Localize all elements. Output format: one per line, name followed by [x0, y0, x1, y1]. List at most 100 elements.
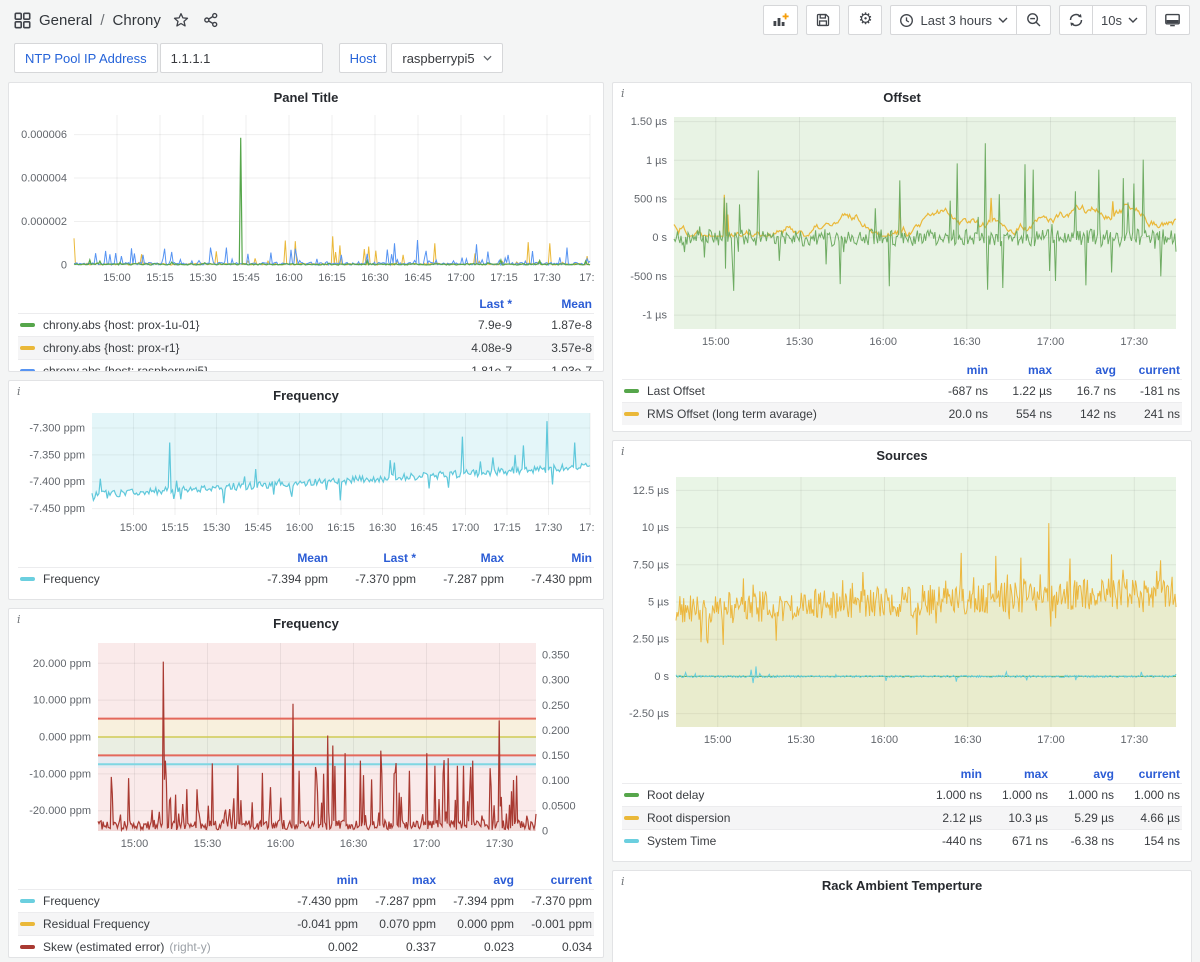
svg-text:15:00: 15:00	[103, 272, 131, 284]
svg-text:0 s: 0 s	[652, 232, 667, 244]
zoom-out-button[interactable]	[1017, 5, 1051, 35]
legend-row[interactable]: Last Offset-687 ns1.22 µs16.7 ns-181 ns	[622, 379, 1182, 402]
panel-title[interactable]: Sources	[622, 446, 1182, 467]
panel-info-icon[interactable]: i	[17, 613, 21, 626]
series-stat-value: 1.87e-8	[512, 318, 592, 332]
dashboards-grid-icon[interactable]	[14, 12, 31, 29]
time-range-picker[interactable]: Last 3 hours	[890, 5, 1017, 35]
series-stat-value: 0.337	[358, 940, 436, 954]
svg-text:16:30: 16:30	[361, 272, 389, 284]
share-icon[interactable]	[203, 12, 219, 28]
series-color-swatch	[20, 899, 35, 903]
legend-row[interactable]: Root delay1.000 ns1.000 ns1.000 ns1.000 …	[622, 783, 1182, 806]
svg-text:16:00: 16:00	[869, 336, 897, 348]
legend-row[interactable]: chrony.abs {host: prox-r1}4.08e-93.57e-8	[18, 336, 594, 359]
chevron-down-icon	[483, 55, 492, 61]
frequency-plot[interactable]: -7.300 ppm-7.350 ppm-7.400 ppm-7.450 ppm…	[18, 407, 594, 549]
series-stat-value: 3.57e-8	[512, 341, 592, 355]
legend-header: MeanLast *MaxMin	[18, 549, 594, 567]
add-panel-button[interactable]	[763, 5, 798, 35]
svg-text:1 µs: 1 µs	[646, 155, 668, 167]
star-icon[interactable]	[173, 12, 189, 28]
dashboard-settings-button[interactable]: ⚙	[848, 5, 882, 35]
series-stat-value: 1.000 ns	[1048, 788, 1114, 802]
panel-title[interactable]: Frequency	[18, 386, 594, 407]
panel-info-icon[interactable]: i	[17, 385, 21, 398]
panel-info-icon[interactable]: i	[621, 875, 625, 888]
legend-sort-last[interactable]: Last *	[432, 297, 512, 311]
series-label: Root dispersion	[647, 811, 730, 825]
legend-sort-current[interactable]: current	[1114, 767, 1180, 781]
legend-sort-mean[interactable]: Mean	[512, 297, 592, 311]
time-range-label: Last 3 hours	[920, 13, 992, 28]
svg-text:-7.450 ppm: -7.450 ppm	[29, 503, 85, 515]
legend-row[interactable]: chrony.abs {host: raspberrypi5}1.81e-71.…	[18, 359, 594, 372]
save-dashboard-button[interactable]	[806, 5, 840, 35]
sources-legend: minmaxavgcurrent Root delay1.000 ns1.000 …	[622, 765, 1182, 852]
refresh-button[interactable]	[1059, 5, 1093, 35]
series-stat-value: -7.370 ppm	[514, 894, 592, 908]
kiosk-mode-button[interactable]	[1155, 5, 1190, 35]
legend-sort-current[interactable]: current	[1116, 363, 1180, 377]
legend-sort-mean[interactable]: Mean	[240, 551, 328, 565]
panel-title[interactable]: Rack Ambient Temperture	[622, 876, 1182, 897]
legend-sort-max[interactable]: max	[988, 363, 1052, 377]
legend-row[interactable]: Frequency-7.394 ppm-7.370 ppm-7.287 ppm-…	[18, 567, 594, 590]
offset-plot[interactable]: 1.50 µs1 µs500 ns0 s-500 ns-1 µs15:0015:…	[622, 109, 1182, 361]
breadcrumb-page[interactable]: Chrony	[113, 12, 161, 29]
legend-sort-min[interactable]: min	[280, 873, 358, 887]
panel-title-plot[interactable]: 0.0000060.0000040.000002015:0015:1515:30…	[18, 109, 594, 295]
legend-sort-last[interactable]: Last *	[328, 551, 416, 565]
series-stat-value: 154 ns	[1114, 834, 1180, 848]
legend-row[interactable]: Frequency-7.430 ppm-7.287 ppm-7.394 ppm-…	[18, 889, 594, 912]
legend-sort-avg[interactable]: avg	[1048, 767, 1114, 781]
svg-text:15:15: 15:15	[146, 272, 174, 284]
legend-sort-min[interactable]: min	[924, 363, 988, 377]
series-label: Frequency	[43, 894, 100, 908]
svg-text:15:15: 15:15	[161, 522, 189, 534]
svg-text:17:00: 17:00	[413, 838, 441, 850]
panel-info-icon[interactable]: i	[621, 445, 625, 458]
svg-text:0.000006: 0.000006	[21, 129, 67, 141]
legend-row[interactable]: RMS Offset (long term avarage)20.0 ns554…	[622, 402, 1182, 425]
ntp-pool-variable-input[interactable]	[160, 43, 323, 73]
series-color-swatch	[624, 793, 639, 797]
refresh-interval-select[interactable]: 10s	[1093, 5, 1147, 35]
legend-row[interactable]: chrony.abs {host: prox-1u-01}7.9e-91.87e…	[18, 313, 594, 336]
svg-text:15:00: 15:00	[702, 336, 730, 348]
legend-row[interactable]: System Time-440 ns671 ns-6.38 ns154 ns	[622, 829, 1182, 852]
legend-sort-max[interactable]: max	[358, 873, 436, 887]
svg-text:0.000002: 0.000002	[21, 216, 67, 228]
series-stat-value: 4.66 µs	[1114, 811, 1180, 825]
legend-row[interactable]: Skew (estimated error)(right-y)0.0020.33…	[18, 935, 594, 958]
legend-sort-min[interactable]: Min	[504, 551, 592, 565]
legend-row[interactable]: Root dispersion2.12 µs10.3 µs5.29 µs4.66…	[622, 806, 1182, 829]
svg-text:15:30: 15:30	[786, 336, 814, 348]
series-stat-value: 10.3 µs	[982, 811, 1048, 825]
add-panel-icon	[772, 12, 789, 28]
frequency-detail-plot[interactable]: 20.000 ppm10.000 ppm0.000 ppm-10.000 ppm…	[18, 635, 594, 871]
legend-sort-avg[interactable]: avg	[1052, 363, 1116, 377]
series-stat-value: 0.070 ppm	[358, 917, 436, 931]
legend-sort-avg[interactable]: avg	[436, 873, 514, 887]
svg-text:16:00: 16:00	[267, 838, 295, 850]
legend-sort-min[interactable]: min	[916, 767, 982, 781]
sources-plot[interactable]: 12.5 µs10 µs7.50 µs5 µs2.50 µs0 s-2.50 µ…	[622, 467, 1182, 765]
svg-text:0.100: 0.100	[542, 775, 570, 787]
legend-row[interactable]: Residual Frequency-0.041 ppm0.070 ppm0.0…	[18, 912, 594, 935]
panel-title[interactable]: Frequency	[18, 614, 594, 635]
legend-sort-max[interactable]: Max	[416, 551, 504, 565]
panel-info-icon[interactable]: i	[621, 87, 625, 100]
legend-sort-current[interactable]: current	[514, 873, 592, 887]
legend-sort-max[interactable]: max	[982, 767, 1048, 781]
panel-title[interactable]: Offset	[622, 88, 1182, 109]
host-variable-select[interactable]: raspberrypi5	[391, 43, 502, 73]
series-stat-value: 5.29 µs	[1048, 811, 1114, 825]
series-color-swatch	[20, 369, 35, 372]
breadcrumb-section[interactable]: General	[39, 12, 92, 29]
series-stat-value: 1.03e-7	[512, 364, 592, 372]
panel-title[interactable]: Panel Title	[18, 88, 594, 109]
svg-text:0.300: 0.300	[542, 675, 570, 687]
svg-text:15:30: 15:30	[189, 272, 217, 284]
svg-text:-1 µs: -1 µs	[642, 310, 667, 322]
